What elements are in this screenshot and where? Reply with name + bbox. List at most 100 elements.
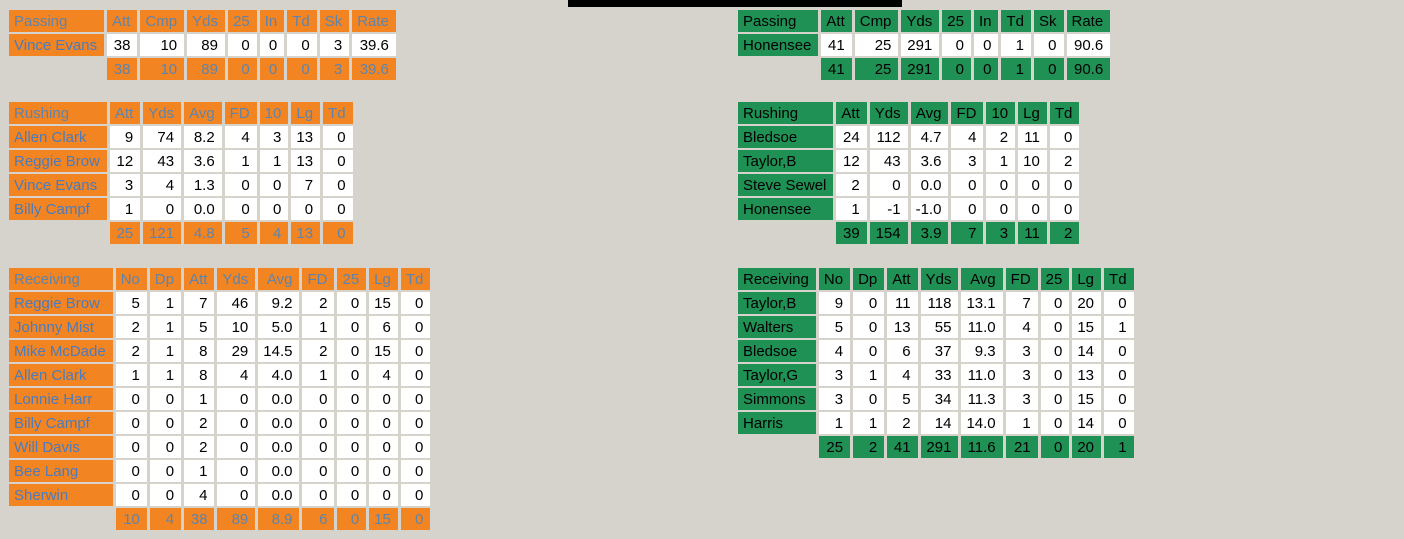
stat-value: 0	[869, 174, 908, 196]
column-header: Yds	[187, 10, 225, 32]
stat-value: 10	[217, 316, 256, 338]
stat-value: 74	[143, 126, 182, 148]
stat-value: 0	[400, 340, 431, 362]
stat-value: 291	[901, 34, 940, 56]
player-name: Will Davis	[9, 436, 113, 458]
stat-value: 11.0	[961, 316, 1003, 338]
receiving-section-title: Receiving	[9, 268, 113, 290]
stat-value: 0	[853, 388, 885, 410]
column-header: Avg	[961, 268, 1003, 290]
stat-value: 1	[853, 364, 885, 386]
stat-value: 11.3	[961, 388, 1003, 410]
stat-value: 15	[1072, 388, 1102, 410]
player-row: Vince Evans 38 10 89 0 0 0 3 39.6	[9, 34, 396, 56]
stat-value: 0.0	[258, 388, 300, 410]
total-value: 10	[115, 508, 147, 530]
total-value: 2	[1049, 222, 1080, 244]
stat-value: 0	[302, 484, 335, 506]
player-name: Sherwin	[9, 484, 113, 506]
stat-value: 90.6	[1066, 34, 1111, 56]
totals-spacer	[9, 508, 113, 530]
stat-value: 46	[217, 292, 256, 314]
total-value: 3.9	[910, 222, 949, 244]
column-header: Att	[109, 102, 141, 124]
stat-value: 8	[184, 364, 215, 386]
stat-value: 4	[184, 484, 215, 506]
stat-value: 1	[986, 150, 1016, 172]
stat-value: 0	[853, 292, 885, 314]
total-value: 3	[986, 222, 1016, 244]
column-header: Dp	[853, 268, 885, 290]
stat-value: 7	[1005, 292, 1038, 314]
right-receiving-table: Receiving No Dp Att Yds Avg FD 25 Lg Td Taylor,B 9 0…	[735, 266, 1137, 460]
total-value: 3	[319, 58, 350, 80]
stat-value: 55	[920, 316, 959, 338]
stat-value: 0	[259, 198, 289, 220]
column-header: FD	[951, 102, 984, 124]
column-header: Yds	[901, 10, 940, 32]
stat-value: 0	[302, 436, 335, 458]
stat-value: 13	[291, 126, 321, 148]
total-value: 291	[920, 436, 959, 458]
player-row: Reggie Brow 12 43 3.6 1 1 13 0	[9, 150, 353, 172]
stat-value: 0	[951, 174, 984, 196]
stat-value: 11	[887, 292, 918, 314]
player-name: Taylor,B	[738, 292, 816, 314]
column-header: Avg	[910, 102, 949, 124]
stat-value: 25	[854, 34, 899, 56]
player-row: Simmons 3 0 5 34 11.3 3 0 15 0	[738, 388, 1134, 410]
passing-totals-row: 38 10 89 0 0 0 3 39.6	[9, 58, 396, 80]
stat-value: 1	[1001, 34, 1031, 56]
player-name: Steve Sewel	[738, 174, 834, 196]
stat-value: 0	[224, 198, 257, 220]
total-value: 0	[323, 222, 353, 244]
column-header: Td	[400, 268, 431, 290]
stat-value: 0	[986, 174, 1016, 196]
player-name: Walters	[738, 316, 816, 338]
stat-value: 1	[259, 150, 289, 172]
stat-value: 0	[369, 388, 398, 410]
stat-value: 0	[302, 388, 335, 410]
stat-value: 0	[259, 34, 285, 56]
stat-value: 8.2	[184, 126, 222, 148]
stat-value: 37	[920, 340, 959, 362]
stat-value: 0	[369, 460, 398, 482]
stat-value: 0	[149, 388, 182, 410]
player-name: Billy Campf	[9, 412, 113, 434]
stat-value: 0	[369, 484, 398, 506]
total-value: 25	[854, 58, 899, 80]
stat-value: 0	[400, 388, 431, 410]
player-name: Vince Evans	[9, 34, 105, 56]
rushing-header-row: Rushing Att Yds Avg FD 10 Lg Td	[9, 102, 353, 124]
player-name: Mike McDade	[9, 340, 113, 362]
column-header: 25	[1040, 268, 1070, 290]
stat-value: 0.0	[258, 412, 300, 434]
stat-value: 3.6	[184, 150, 222, 172]
total-value: 41	[821, 58, 852, 80]
stat-value: 1	[149, 364, 182, 386]
rushing-totals-row: 25 121 4.8 5 4 13 0	[9, 222, 353, 244]
stat-value: 3	[818, 388, 851, 410]
stat-value: 0	[149, 436, 182, 458]
stat-value: 0	[1040, 364, 1070, 386]
rushing-section-title: Rushing	[9, 102, 107, 124]
stat-value: 0	[1104, 412, 1134, 434]
stat-value: 9	[818, 292, 851, 314]
total-value: 21	[1005, 436, 1038, 458]
player-row: Sherwin 0 0 4 0 0.0 0 0 0 0	[9, 484, 431, 506]
stat-value: 0.0	[184, 198, 222, 220]
stat-value: 6	[887, 340, 918, 362]
stat-value: 0	[115, 484, 147, 506]
total-value: 41	[887, 436, 918, 458]
stat-value: 13	[1072, 364, 1102, 386]
stat-value: 2	[302, 292, 335, 314]
right-rushing-table: Rushing Att Yds Avg FD 10 Lg Td Bledsoe 24 112 4.7 4…	[735, 100, 1082, 246]
column-header: Sk	[319, 10, 350, 32]
total-value: 1	[1001, 58, 1031, 80]
stat-value: 29	[217, 340, 256, 362]
player-name: Reggie Brow	[9, 150, 107, 172]
total-value: 25	[109, 222, 141, 244]
player-row: Vince Evans 3 4 1.3 0 0 7 0	[9, 174, 353, 196]
player-name: Bledsoe	[738, 126, 834, 148]
